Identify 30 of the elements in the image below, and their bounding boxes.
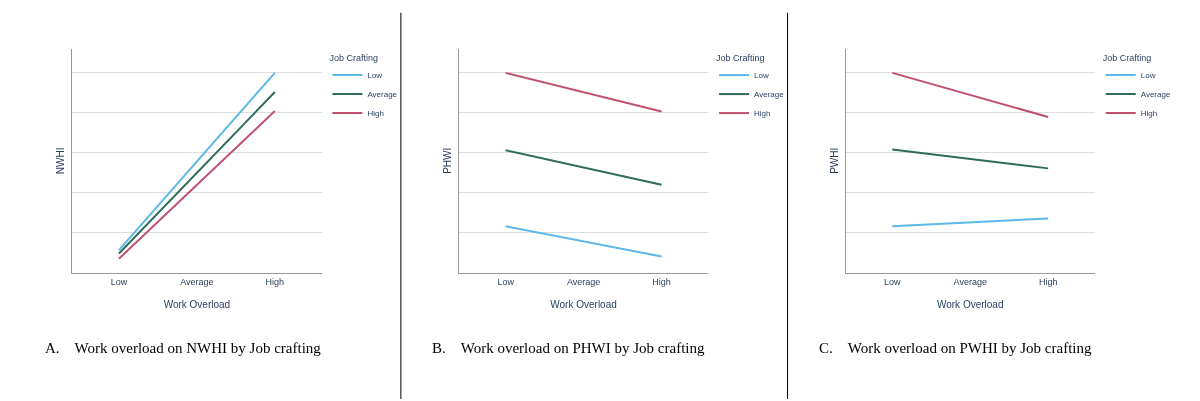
legend-label: Average [1140,90,1171,100]
x-axis-title: Work Overload [550,299,617,310]
legend-label: Low [367,71,383,81]
x-tick-label: Average [566,276,601,287]
legend-title: Job Crafting [329,52,378,63]
legend-title: Job Crafting [1102,52,1152,63]
x-tick-label: High [652,276,671,287]
legend-label: Low [1140,71,1156,81]
x-tick-label: Low [884,276,902,287]
x-tick-label: Low [110,276,128,287]
legend-label: Average [754,90,785,100]
x-axis-title: Work Overload [936,299,1004,310]
legend-label: Average [367,90,398,100]
x-tick-label: Low [497,276,515,287]
legend-label: Low [754,71,769,81]
y-axis-title: PWHI [828,147,840,174]
x-tick-label: Average [180,276,214,287]
y-axis-title: NWHI [55,147,67,175]
legend-title: Job Crafting [716,52,765,63]
text: B. Work overload on PHWI by Job crafting [432,340,705,356]
legend-label: High [1140,109,1158,119]
legend-label: High [754,109,771,119]
x-axis-title: Work Overload [163,299,231,310]
text: A. Work overload on NWHI by Job crafting [45,340,322,356]
x-tick-label: High [1038,276,1058,287]
x-tick-label: Average [953,276,987,287]
legend-label: High [367,109,384,119]
text: C. Work overload on PWHI by Job crafting [819,340,1092,356]
y-axis-title: PHWI [441,147,453,174]
x-tick-label: High [265,276,285,287]
